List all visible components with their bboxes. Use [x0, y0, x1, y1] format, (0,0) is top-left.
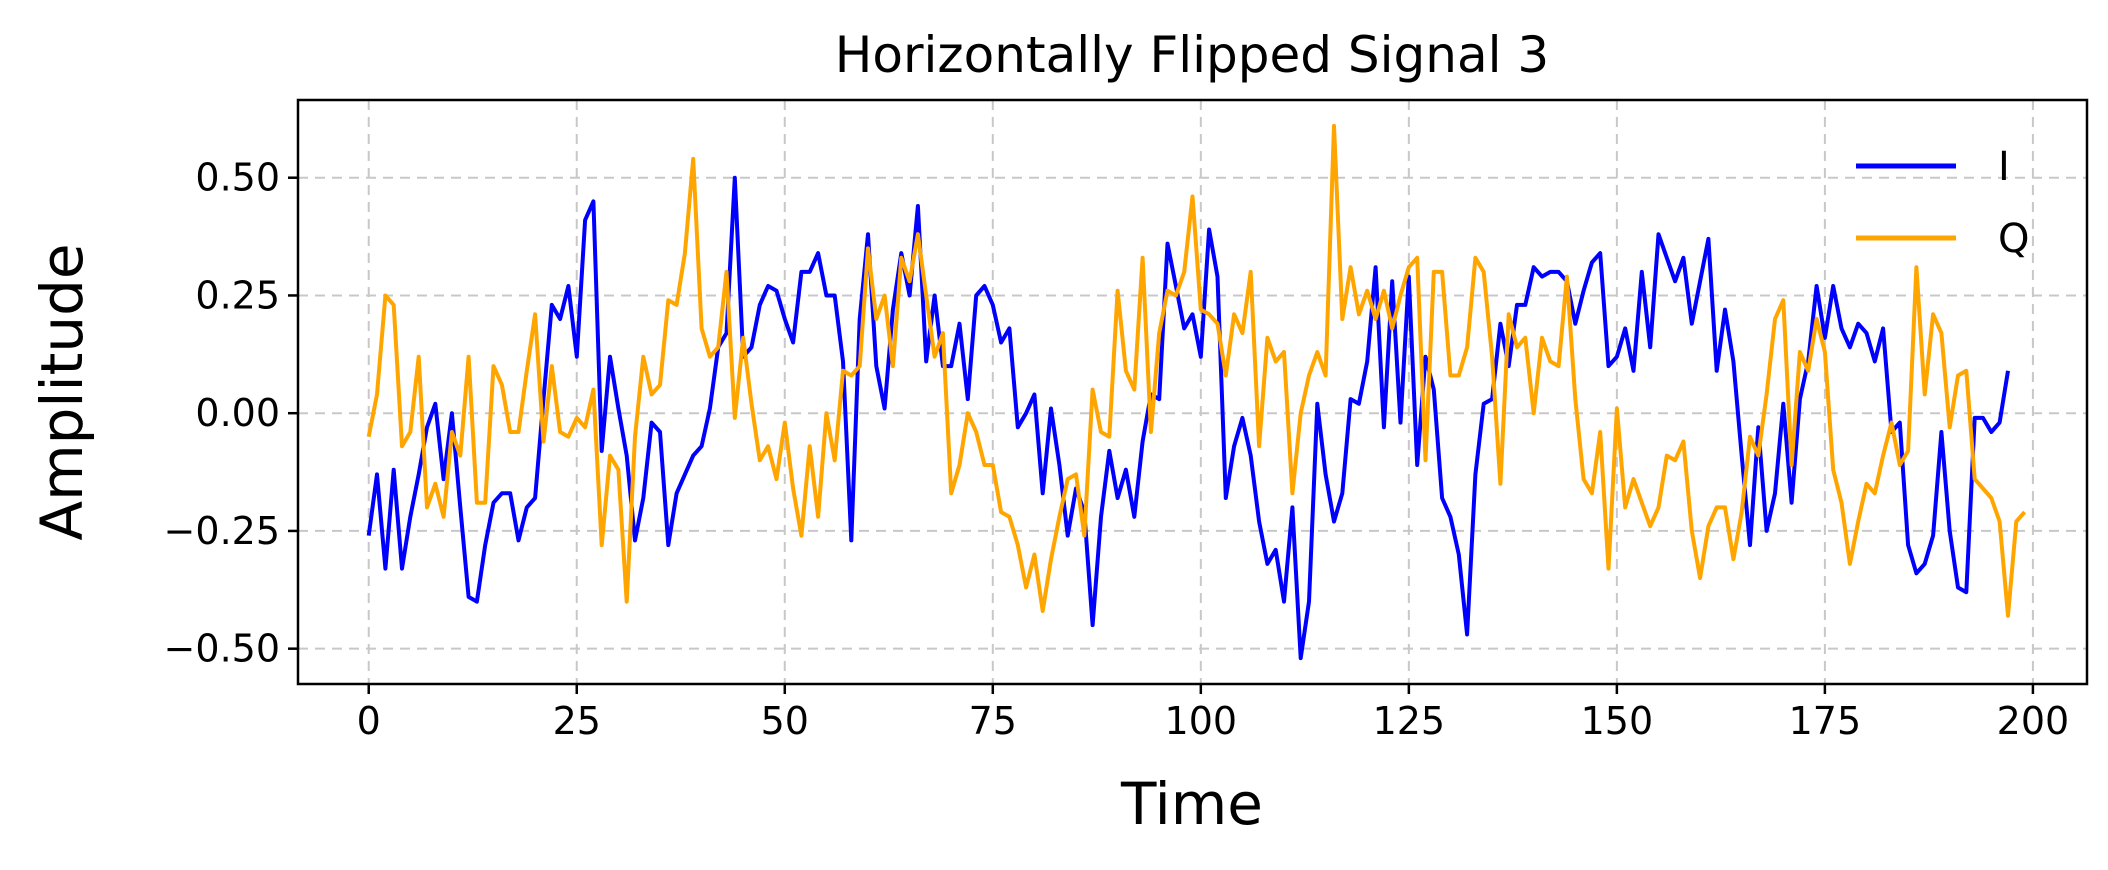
series-line-Q: [366, 123, 2027, 618]
x-tick-label: 125: [1373, 699, 1446, 743]
plot-frame: [296, 98, 2089, 686]
y-axis-label: Amplitude: [28, 243, 96, 540]
x-tick-label: 75: [969, 699, 1017, 743]
chart-title: Horizontally Flipped Signal 3: [835, 26, 1549, 84]
y-tick-label: 0.25: [195, 273, 280, 317]
legend-label-I: I: [1998, 144, 2010, 190]
series-lines: [366, 123, 2027, 661]
y-tick-label: −0.25: [164, 509, 280, 553]
x-tick-label: 150: [1581, 699, 1654, 743]
x-tick-label: 25: [553, 699, 601, 743]
y-tick-label: 0.50: [195, 156, 280, 200]
x-axis-label: Time: [1120, 770, 1263, 838]
x-tick-label: 200: [1997, 699, 2070, 743]
axis-ticks: 0 25 50 75 100 125 150 175 200 −0.50 −0.25 0.00 0.25…: [164, 156, 2070, 743]
y-tick-label: 0.00: [195, 391, 280, 435]
legend-label-Q: Q: [1998, 216, 2029, 262]
legend: IQ: [1856, 144, 2029, 262]
x-tick-label: 0: [357, 699, 381, 743]
y-tick-label: −0.50: [164, 627, 280, 671]
x-tick-label: 50: [761, 699, 809, 743]
x-tick-label: 175: [1789, 699, 1862, 743]
series-line-I: [366, 175, 2010, 661]
x-tick-label: 100: [1165, 699, 1238, 743]
